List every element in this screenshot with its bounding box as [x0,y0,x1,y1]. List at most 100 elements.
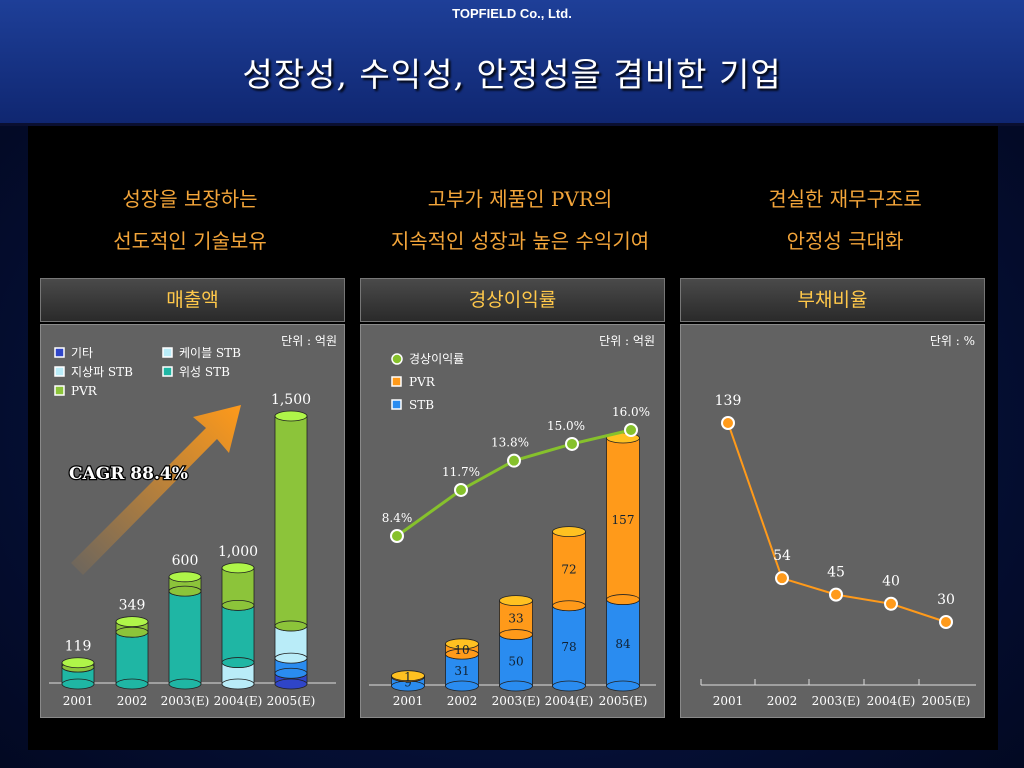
x-tick-label: 2004(E) [545,694,594,708]
feature-line: 고부가 제품인 PVR의 [427,187,613,211]
margin-panel: 경상이익률 단위 : 억원 경상이익률 PVR STB 9 1 2001 31 10 2002 50… [360,278,665,718]
margin-label: 13.8% [491,436,529,450]
bar-segment-base [221,678,255,690]
debt-point [939,615,953,629]
bar-segment-base [274,620,308,632]
legend-label: PVR [409,375,436,389]
bar-segment [221,604,255,663]
x-tick-label: 2004(E) [867,694,916,708]
margin-label: 15.0% [547,419,585,433]
revenue-panel: 매출액 단위 : 억원 기타 케이블 STB 지상파 STB 위성 STB PVR CAGR… [40,278,345,718]
x-tick-label: 2001 [393,694,424,708]
panel-title: 경상이익률 [360,278,665,322]
legend-label: 위성 STB [179,365,230,379]
bar-segment-top [274,410,308,422]
bar-segment-top [61,657,95,669]
bar-segment-base [445,680,479,692]
feature-line: 안정성 극대화 [786,229,904,253]
x-tick-label: 2001 [63,694,94,708]
margin-point [624,423,638,437]
feature-stability: 견실한 재무구조로 안정성 극대화 [700,178,990,262]
bar-segment [221,567,255,606]
legend-swatch [391,399,402,410]
debt-point [829,587,843,602]
company-name: TOPFIELD Co., Ltd. [452,6,572,21]
segment-label: 78 [561,640,576,654]
x-tick-label: 2002 [447,694,478,708]
bar-segment-base [274,678,308,690]
x-tick-label: 2005(E) [922,694,971,708]
segment-label: 10 [454,643,469,657]
total-label: 1,500 [271,392,311,408]
panel-title: 부채비율 [680,278,985,322]
x-tick-label: 2002 [767,694,798,708]
bar-segment [168,590,202,685]
bar-segment-top [552,526,586,538]
legend-swatch [162,347,173,358]
legend-marker [391,353,403,365]
total-label: 1,000 [218,544,258,560]
margin-point [390,529,404,543]
bar-segment [499,634,533,687]
panel-title: 매출액 [40,278,345,322]
bar-segment-top [445,638,479,650]
debt-label: 40 [882,574,900,590]
segment-label: 84 [615,637,631,651]
unit-label: 단위 : 억원 [599,334,655,348]
segment-label: 31 [454,664,469,678]
bar-segment [606,599,640,687]
bar-segment [274,415,308,627]
legend-swatch [391,376,402,387]
debt-label: 45 [827,565,845,581]
debt-point [884,596,898,611]
x-tick-label: 2002 [117,694,148,708]
legend-swatch [162,366,173,377]
x-tick-label: 2003(E) [812,694,861,708]
feature-line: 지속적인 성장과 높은 수익기여 [390,229,650,253]
legend-label: 기타 [71,346,93,360]
margin-label: 11.7% [442,465,480,479]
bar-segment-base [552,600,586,612]
bar-segment-base [168,678,202,690]
feature-line: 선도적인 기술보유 [113,229,267,253]
bar-segment [115,631,149,685]
bar-segment-base [606,594,640,605]
bar-segment-base [221,657,255,668]
bar-segment-base [274,667,308,679]
debt-ratio-chart: 단위 : % 139 2001 54 2002 45 2003(E) 40 2004(E) 30 2… [700,334,976,708]
debt-point [721,416,735,430]
bar-segment-top [499,595,533,606]
debt-label: 30 [937,592,955,608]
segment-label: 33 [508,612,523,626]
legend-label: STB [409,398,434,412]
debt-point [775,571,789,586]
total-label: 349 [119,598,146,614]
header: TOPFIELD Co., Ltd. 성장성, 수익성, 안정성을 겸비한 기업 [0,0,1024,125]
x-tick-label: 2005(E) [267,694,316,708]
segment-label: 1 [404,670,412,684]
unit-label: 단위 : % [930,334,975,348]
margin-point [507,453,521,468]
legend-label: 경상이익률 [409,352,464,366]
panel-body: 단위 : % 139 2001 54 2002 45 2003(E) 40 2004(E) 30 2… [680,324,985,718]
unit-label: 단위 : 억원 [281,334,337,348]
total-label: 600 [172,553,199,569]
bar-segment-base [499,680,533,692]
segment-label: 157 [612,513,635,527]
panel-body: 단위 : 억원 기타 케이블 STB 지상파 STB 위성 STB PVR CAGR 88.… [40,324,345,718]
feature-line: 견실한 재무구조로 [768,187,922,211]
debt-label: 139 [715,393,742,409]
bar-segment-base [61,678,95,690]
segment-label: 50 [508,654,523,668]
bar-segment [552,531,586,607]
legend-label: PVR [71,384,98,398]
panel-body: 단위 : 억원 경상이익률 PVR STB 9 1 2001 31 10 2002 50 33 2003… [360,324,665,718]
bar-segment-base [552,680,586,692]
legend-swatch [54,366,65,377]
bar-segment-top [221,562,255,574]
segment-label: 9 [404,675,412,689]
bar-segment-base [499,629,533,640]
x-tick-label: 2005(E) [599,694,648,708]
cagr-label: CAGR 88.4% [69,464,188,484]
legend-label: 지상파 STB [71,365,133,379]
